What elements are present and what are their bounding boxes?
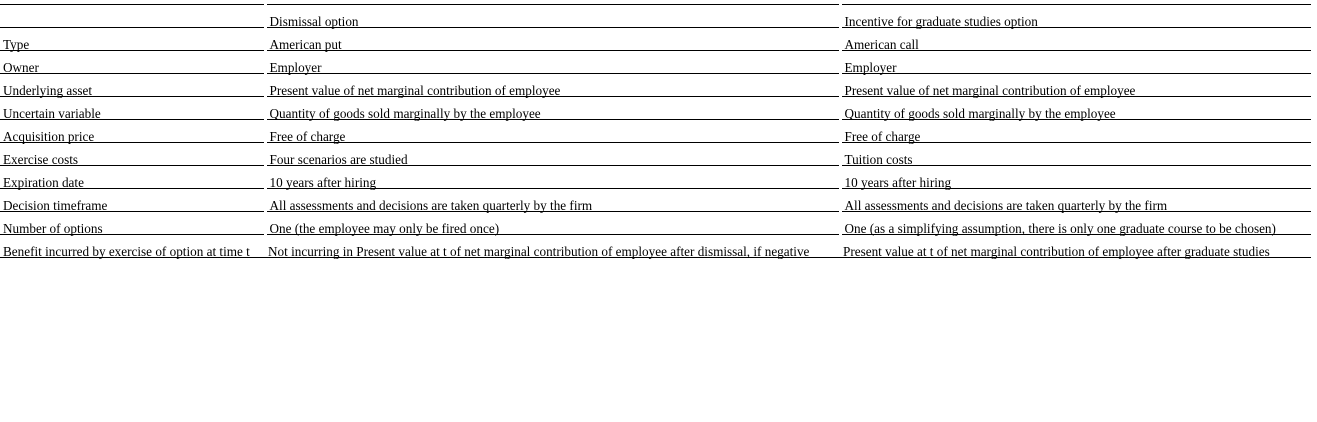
table-row: Number of options One (the employee may … — [0, 211, 1311, 236]
row-label-text: Number of options — [3, 220, 103, 236]
row-value-incentive-text: Employer — [844, 59, 897, 75]
row-label: Uncertain variable — [0, 96, 265, 121]
row-value-dismissal: Four scenarios are studied — [263, 142, 840, 167]
row-label-text: Acquisition price — [3, 128, 95, 144]
table-row: Decision timeframe All assessments and d… — [0, 188, 1311, 213]
row-value-incentive: Tuition costs — [838, 142, 1311, 167]
row-value-dismissal: Employer — [263, 50, 840, 75]
row-value-dismissal: Quantity of goods sold marginally by the… — [263, 96, 840, 121]
row-value-incentive: Present value of net marginal contributi… — [838, 73, 1311, 98]
row-value-incentive-text: Present value at t of net marginal contr… — [843, 243, 1270, 259]
row-label-text: Expiration date — [3, 174, 84, 190]
row-label: Underlying asset — [0, 73, 265, 98]
column-header-dismissal-text: Dismissal option — [269, 13, 359, 29]
row-value-dismissal-text: Free of charge — [269, 128, 346, 144]
row-value-incentive: Employer — [838, 50, 1311, 75]
row-label: Decision timeframe — [0, 188, 265, 213]
row-value-dismissal-text: Employer — [269, 59, 322, 75]
column-header-attribute — [0, 4, 265, 28]
option-comparison-table: Dismissal option Incentive for graduate … — [0, 4, 1311, 258]
table-header-row: Dismissal option Incentive for graduate … — [0, 4, 1311, 29]
table-row: Exercise costs Four scenarios are studie… — [0, 142, 1311, 167]
row-value-incentive: Free of charge — [838, 119, 1311, 144]
row-value-incentive: American call — [838, 27, 1311, 52]
row-value-incentive: 10 years after hiring — [838, 165, 1311, 190]
row-value-dismissal-text: Quantity of goods sold marginally by the… — [269, 105, 541, 121]
row-value-dismissal: One (the employee may only be fired once… — [263, 211, 840, 236]
row-value-dismissal-text: American put — [269, 36, 342, 52]
row-value-dismissal-text: All assessments and decisions are taken … — [269, 197, 593, 213]
row-value-dismissal-text: 10 years after hiring — [269, 174, 377, 190]
column-header-dismissal: Dismissal option — [263, 4, 840, 29]
row-value-dismissal: 10 years after hiring — [263, 165, 840, 190]
row-label-text: Owner — [3, 59, 39, 75]
row-value-incentive-text: Quantity of goods sold marginally by the… — [844, 105, 1116, 121]
row-label: Acquisition price — [0, 119, 265, 144]
row-value-incentive: Quantity of goods sold marginally by the… — [838, 96, 1311, 121]
table-row: Uncertain variable Quantity of goods sol… — [0, 96, 1311, 121]
table-row: Owner Employer Employer — [0, 50, 1311, 75]
row-value-dismissal-text: Not incurring in Present value at t of n… — [268, 243, 810, 259]
table-row: Expiration date 10 years after hiring 10… — [0, 165, 1311, 190]
row-value-incentive: One (as a simplifying assumption, there … — [838, 211, 1311, 236]
column-header-incentive-text: Incentive for graduate studies option — [844, 13, 1038, 29]
row-value-incentive-text: All assessments and decisions are taken … — [844, 197, 1168, 213]
row-value-dismissal: All assessments and decisions are taken … — [263, 188, 840, 213]
table-body: Dismissal option Incentive for graduate … — [0, 4, 1311, 259]
row-value-dismissal-text: Present value of net marginal contributi… — [269, 82, 561, 98]
table-row: Type American put American call — [0, 27, 1311, 52]
row-value-dismissal: Not incurring in Present value at t of n… — [265, 234, 840, 259]
row-label: Type — [0, 27, 265, 52]
row-label-text: Type — [3, 36, 30, 52]
row-label-text: Uncertain variable — [3, 105, 101, 121]
row-value-dismissal: American put — [263, 27, 840, 52]
row-label: Exercise costs — [0, 142, 265, 167]
row-value-dismissal: Present value of net marginal contributi… — [263, 73, 840, 98]
row-value-dismissal: Free of charge — [263, 119, 840, 144]
row-label: Benefit incurred by exercise of option a… — [0, 234, 265, 259]
row-label-text: Underlying asset — [3, 82, 92, 98]
row-label: Number of options — [0, 211, 265, 236]
row-value-incentive-text: One (as a simplifying assumption, there … — [844, 220, 1276, 236]
row-value-incentive-text: American call — [844, 36, 919, 52]
row-value-dismissal-text: Four scenarios are studied — [269, 151, 408, 167]
row-label-text: Exercise costs — [3, 151, 79, 167]
table-row: Benefit incurred by exercise of option a… — [0, 234, 1311, 259]
table-row: Acquisition price Free of charge Free of… — [0, 119, 1311, 144]
row-value-dismissal-text: One (the employee may only be fired once… — [269, 220, 500, 236]
row-label-text: Decision timeframe — [3, 197, 108, 213]
table-row: Underlying asset Present value of net ma… — [0, 73, 1311, 98]
column-header-incentive: Incentive for graduate studies option — [838, 4, 1311, 29]
row-value-incentive-text: 10 years after hiring — [844, 174, 952, 190]
row-label: Owner — [0, 50, 265, 75]
row-label-text: Benefit incurred by exercise of option a… — [3, 243, 250, 259]
row-label: Expiration date — [0, 165, 265, 190]
row-value-incentive-text: Tuition costs — [844, 151, 913, 167]
row-value-incentive: Present value at t of net marginal contr… — [840, 234, 1311, 259]
row-value-incentive-text: Present value of net marginal contributi… — [844, 82, 1136, 98]
row-value-incentive-text: Free of charge — [844, 128, 921, 144]
row-value-incentive: All assessments and decisions are taken … — [838, 188, 1311, 213]
